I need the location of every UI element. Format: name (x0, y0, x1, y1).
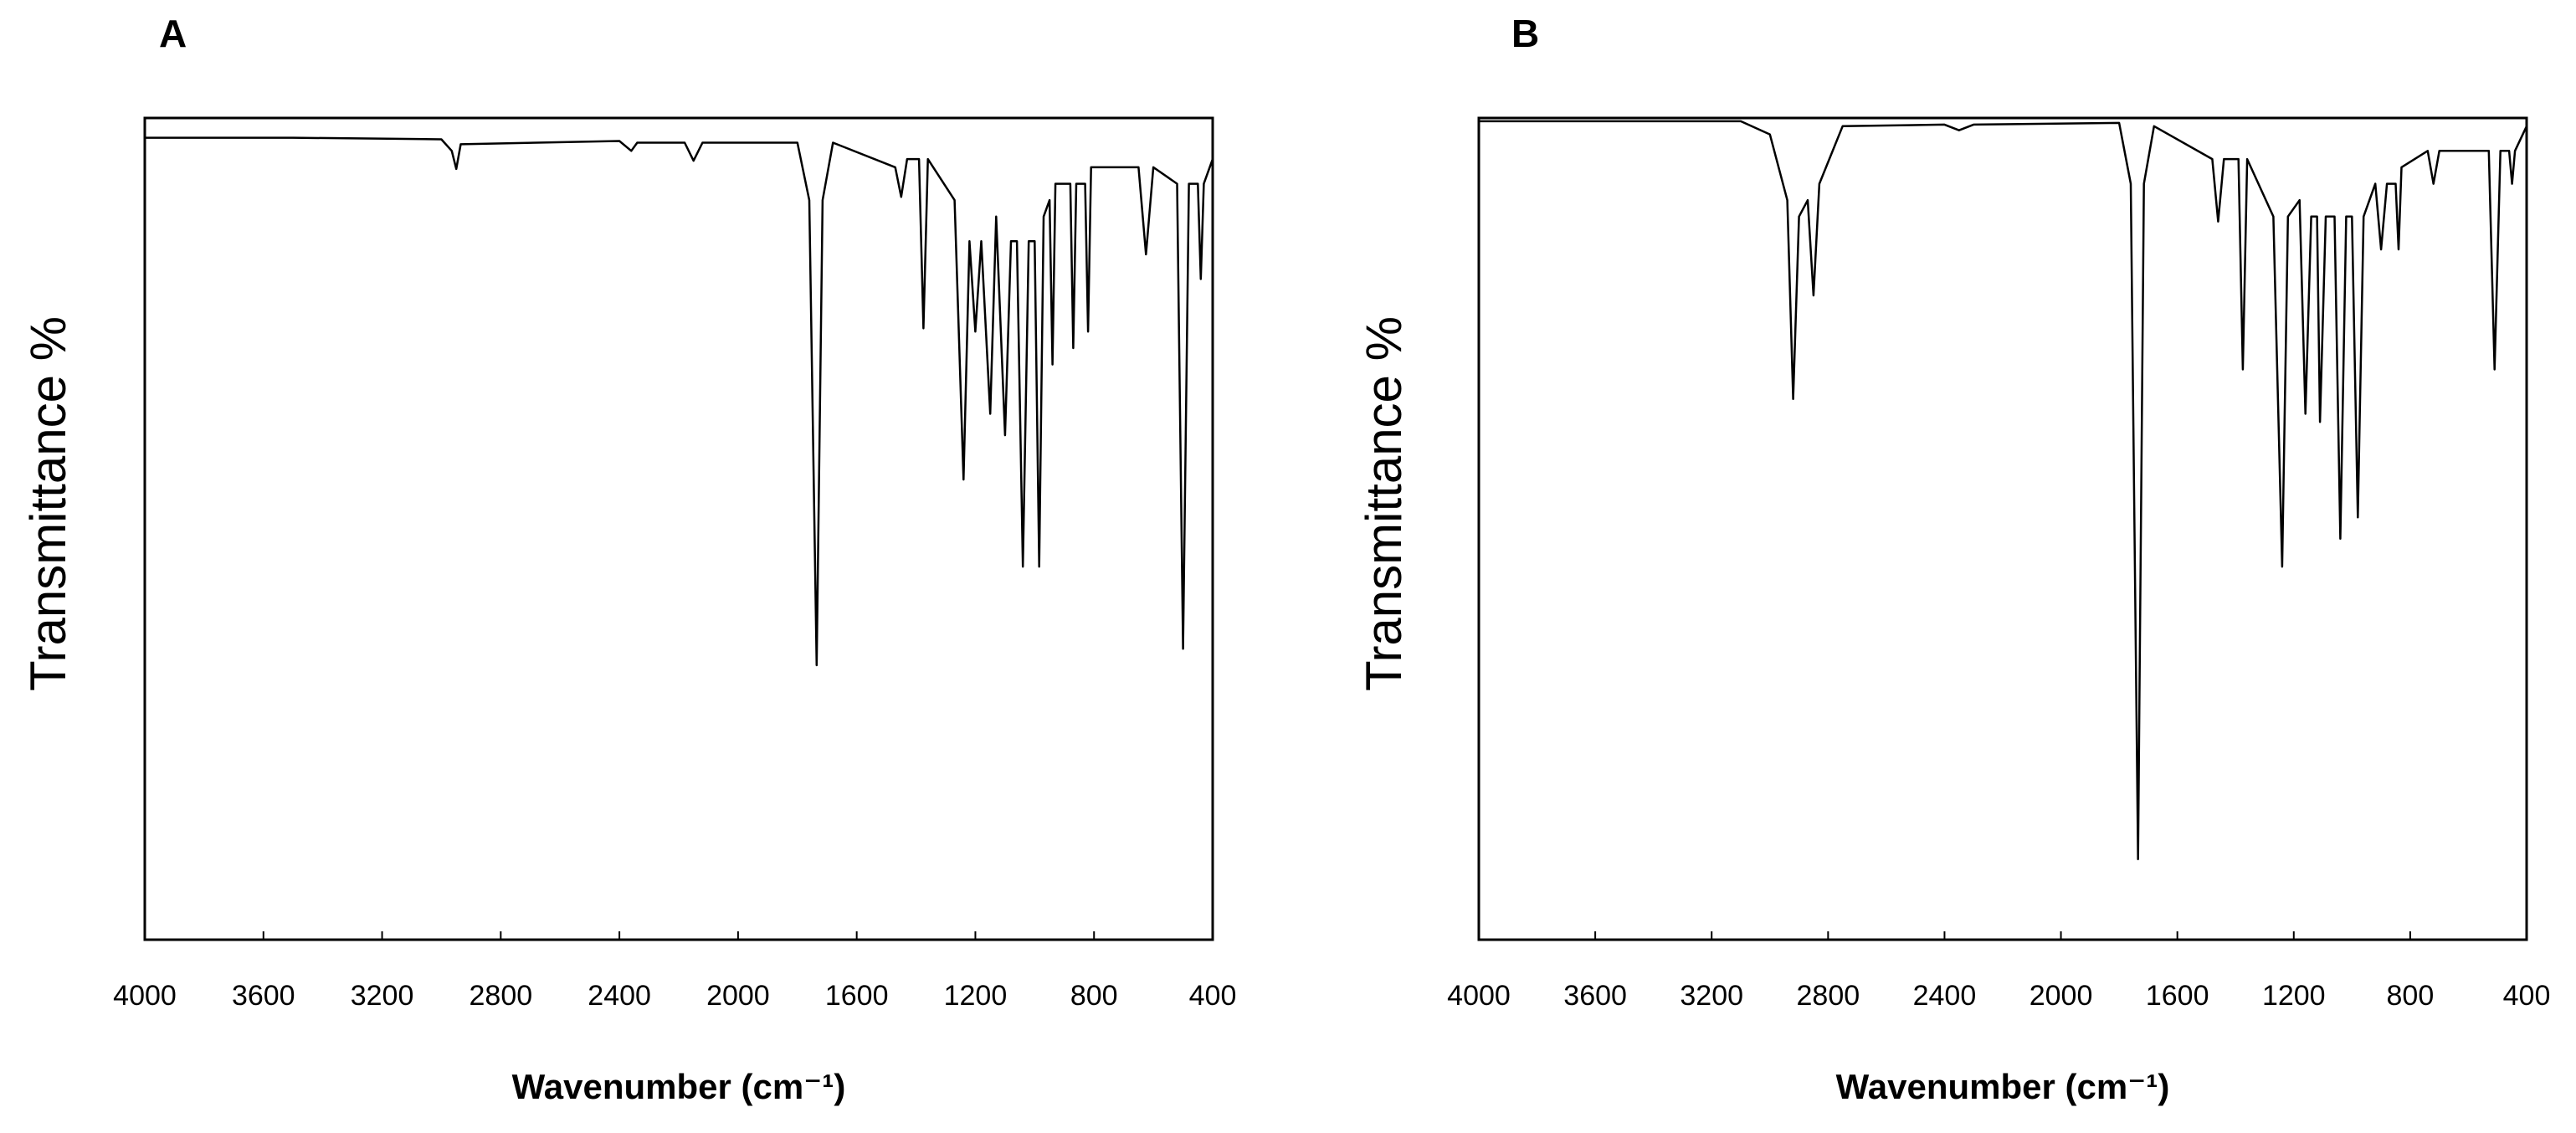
plot-frame (143, 116, 1214, 941)
panel-label: B (1511, 12, 1539, 55)
x-tick-label: 2000 (2029, 980, 2093, 1012)
x-tick-label: 800 (2387, 980, 2435, 1012)
y-axis-label: Transmittance % (1356, 316, 1412, 691)
x-tick-label: 2800 (1797, 980, 1860, 1012)
spectrum-line (145, 136, 1214, 667)
x-tick-label: 4000 (1447, 980, 1511, 1012)
x-axis-label: Wavenumber (cm⁻¹) (1836, 1067, 2170, 1106)
spectrum-line (1479, 120, 2528, 861)
x-tick-label: 1600 (2146, 980, 2209, 1012)
panel-label: A (159, 12, 187, 55)
plot-frame (1477, 116, 2528, 941)
x-tick-label: 800 (1070, 980, 1118, 1012)
x-axis-label: Wavenumber (cm⁻¹) (512, 1067, 846, 1106)
x-tick-label: 2800 (470, 980, 533, 1012)
x-tick-label: 4000 (113, 980, 177, 1012)
x-tick-label: 1200 (944, 980, 1008, 1012)
x-tick-label: 1200 (2262, 980, 2326, 1012)
x-tick-label: 400 (1189, 980, 1237, 1012)
x-tick-label: 2000 (706, 980, 770, 1012)
x-tick-label: 3600 (232, 980, 295, 1012)
x-tick-label: 2400 (1913, 980, 1977, 1012)
x-tick-label: 1600 (825, 980, 889, 1012)
y-axis-label: Transmittance % (20, 316, 76, 691)
x-tick-label: 3200 (1680, 980, 1743, 1012)
x-tick-label: 2400 (588, 980, 651, 1012)
x-tick-label: 3600 (1563, 980, 1627, 1012)
x-tick-label: 400 (2503, 980, 2551, 1012)
x-tick-label: 3200 (351, 980, 414, 1012)
